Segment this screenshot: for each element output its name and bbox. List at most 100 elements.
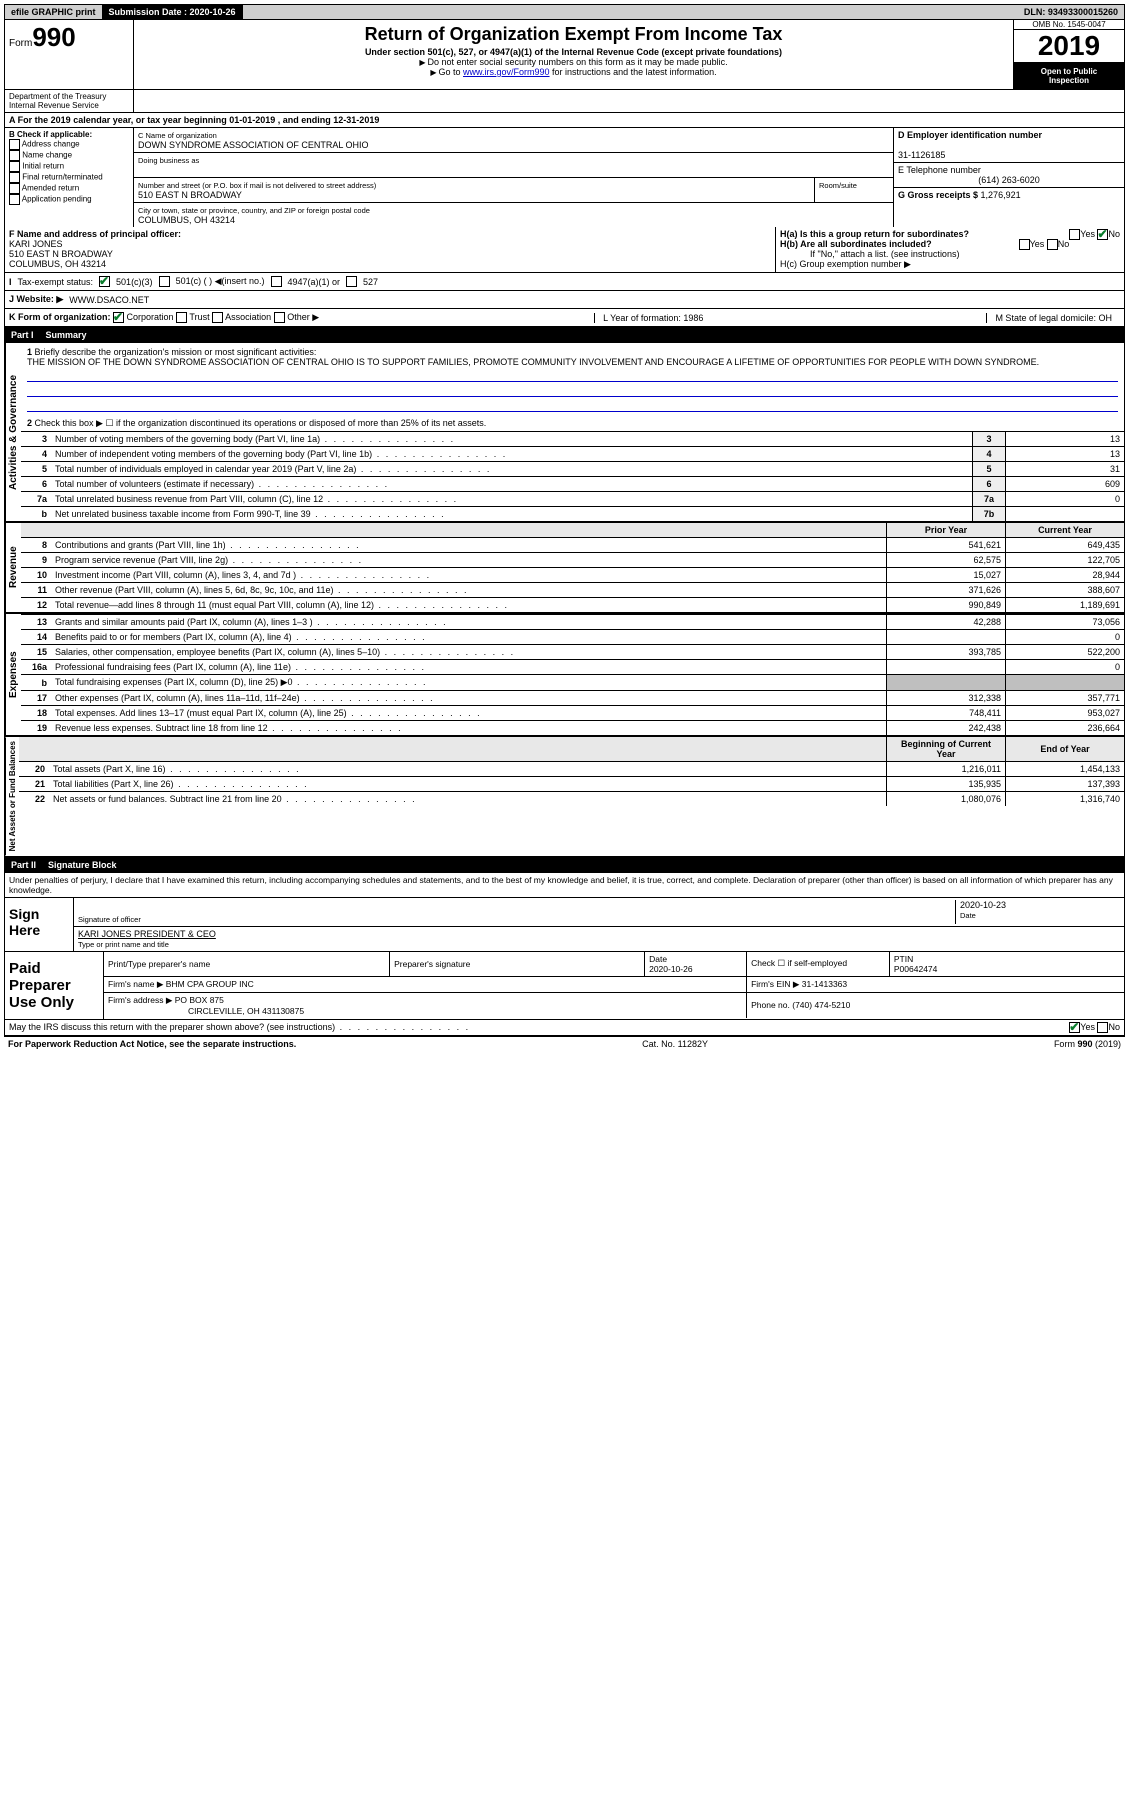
city-label: City or town, state or province, country… xyxy=(138,206,370,215)
revenue-table: Prior Year Current Year 8Contributions a… xyxy=(21,523,1124,612)
sig-date: 2020-10-23 xyxy=(960,900,1006,910)
ein-cell: D Employer identification number 31-1126… xyxy=(894,128,1124,163)
chk-final-return[interactable]: Final return/terminated xyxy=(9,172,129,183)
opt-other: Other ▶ xyxy=(287,312,319,322)
gross-cell: G Gross receipts $ 1,276,921 xyxy=(894,188,1124,202)
chk-initial-return[interactable]: Initial return xyxy=(9,161,129,172)
officer-printed-name: KARI JONES PRESIDENT & CEO xyxy=(78,929,216,939)
prep-sig-hdr: Preparer's signature xyxy=(390,952,645,977)
section-d: D Employer identification number 31-1126… xyxy=(894,128,1124,227)
table-row: 3Number of voting members of the governi… xyxy=(21,432,1124,447)
footer-left: For Paperwork Reduction Act Notice, see … xyxy=(8,1039,296,1049)
city-value: COLUMBUS, OH 43214 xyxy=(138,215,235,225)
table-row: 10Investment income (Part VIII, column (… xyxy=(21,568,1124,583)
omb-number: OMB No. 1545-0047 xyxy=(1014,20,1124,29)
section-b-title: B Check if applicable: xyxy=(9,130,92,139)
hdr-curr: Current Year xyxy=(1006,523,1125,538)
website-value: WWW.DSACO.NET xyxy=(69,295,149,305)
table-row: 12Total revenue—add lines 8 through 11 (… xyxy=(21,598,1124,613)
omb-cell: OMB No. 1545-0047 2019 Open to Public In… xyxy=(1013,20,1124,89)
hb-no[interactable]: No xyxy=(1058,239,1070,249)
table-row: bNet unrelated business taxable income f… xyxy=(21,507,1124,522)
chk-name-change[interactable]: Name change xyxy=(9,150,129,161)
hdr-beginning: Beginning of Current Year xyxy=(887,737,1006,762)
top-bar: efile GRAPHIC print Submission Date : 20… xyxy=(4,4,1125,20)
table-row: 9Program service revenue (Part VIII, lin… xyxy=(21,553,1124,568)
chk-association[interactable] xyxy=(212,312,223,323)
officer-sig-label: Signature of officer xyxy=(78,915,141,924)
chk-trust[interactable] xyxy=(176,312,187,323)
preparer-table: Print/Type preparer's name Preparer's si… xyxy=(104,952,1124,1018)
website-row: J Website: ▶ WWW.DSACO.NET xyxy=(4,291,1125,309)
part1-body: Activities & Governance 1 Briefly descri… xyxy=(4,343,1125,856)
netassets-vert-label: Net Assets or Fund Balances xyxy=(5,737,19,855)
table-row: 16aProfessional fundraising fees (Part I… xyxy=(21,660,1124,675)
section-f: F Name and address of principal officer:… xyxy=(5,227,776,272)
phone-cell: E Telephone number (614) 263-6020 xyxy=(894,163,1124,188)
footer-mid: Cat. No. 11282Y xyxy=(642,1039,708,1049)
officer-sig-cell[interactable]: Signature of officer xyxy=(78,900,955,924)
chk-501c3[interactable] xyxy=(99,276,110,287)
ha-no[interactable]: No xyxy=(1108,229,1120,239)
opt-527: 527 xyxy=(363,277,378,287)
hdr-end: End of Year xyxy=(1006,737,1125,762)
sign-fields: Signature of officer 2020-10-23 Date KAR… xyxy=(74,898,1124,951)
mission-blank-line xyxy=(27,399,1118,412)
form-prefix: Form xyxy=(9,38,32,49)
submission-date-button[interactable]: Submission Date : 2020-10-26 xyxy=(103,5,243,19)
k-label: K Form of organization: xyxy=(9,312,111,322)
section-b: B Check if applicable: Address change Na… xyxy=(5,128,134,227)
officer-sig-line: Signature of officer 2020-10-23 Date xyxy=(74,898,1124,927)
table-row: 22Net assets or fund balances. Subtract … xyxy=(19,792,1124,807)
governance-section: Activities & Governance 1 Briefly descri… xyxy=(5,343,1124,521)
revenue-header-row: Prior Year Current Year xyxy=(21,523,1124,538)
chk-corporation[interactable] xyxy=(113,312,124,323)
line-a: A For the 2019 calendar year, or tax yea… xyxy=(4,113,1125,128)
mission-box: 1 Briefly describe the organization's mi… xyxy=(21,343,1124,416)
hb-yes[interactable]: Yes xyxy=(1030,239,1045,249)
sig-date-cell: 2020-10-23 Date xyxy=(955,900,1120,924)
mission-blank-line xyxy=(27,384,1118,397)
revenue-section: Revenue Prior Year Current Year 8Contrib… xyxy=(5,521,1124,612)
chk-other[interactable] xyxy=(274,312,285,323)
form990-link[interactable]: www.irs.gov/Form990 xyxy=(463,67,550,77)
phone-value: (614) 263-6020 xyxy=(898,175,1120,185)
table-row: 7aTotal unrelated business revenue from … xyxy=(21,492,1124,507)
expenses-vert-label: Expenses xyxy=(5,614,21,735)
part2-header: Part II Signature Block xyxy=(4,857,1125,873)
chk-527[interactable] xyxy=(346,276,357,287)
phone-label: E Telephone number xyxy=(898,165,981,175)
chk-501c[interactable] xyxy=(159,276,170,287)
revenue-vert-label: Revenue xyxy=(5,523,21,612)
form-number: 990 xyxy=(32,22,75,52)
ha-yes[interactable]: Yes xyxy=(1080,229,1095,239)
governance-vert-label: Activities & Governance xyxy=(5,343,21,521)
chk-application-pending[interactable]: Application pending xyxy=(9,194,129,205)
discuss-text: May the IRS discuss this return with the… xyxy=(9,1022,470,1033)
discuss-no-chk[interactable] xyxy=(1097,1022,1108,1033)
room-label: Room/suite xyxy=(819,181,857,190)
table-row: 13Grants and similar amounts paid (Part … xyxy=(21,615,1124,630)
firm-addr-cell: Firm's address ▶ PO BOX 875 CIRCLEVILLE,… xyxy=(104,992,747,1018)
open-to-public: Open to Public Inspection xyxy=(1014,63,1124,89)
preparer-fields: Print/Type preparer's name Preparer's si… xyxy=(104,952,1124,1019)
officer-addr2: COLUMBUS, OH 43214 xyxy=(9,259,106,269)
mission-text: THE MISSION OF THE DOWN SYNDROME ASSOCIA… xyxy=(27,357,1039,367)
table-row: 5Total number of individuals employed in… xyxy=(21,462,1124,477)
chk-address-change[interactable]: Address change xyxy=(9,139,129,150)
footer-right: Form 990 (2019) xyxy=(1054,1039,1121,1049)
discuss-yes-chk[interactable] xyxy=(1069,1022,1080,1033)
inspect-line2: Inspection xyxy=(1049,76,1089,85)
website-label: J Website: ▶ xyxy=(9,294,63,305)
chk-amended[interactable]: Amended return xyxy=(9,183,129,194)
signature-block: Under penalties of perjury, I declare th… xyxy=(4,873,1125,1036)
prep-selfemp-cell[interactable]: Check ☐ if self-employed xyxy=(747,952,890,977)
officer-name-line: KARI JONES PRESIDENT & CEO Type or print… xyxy=(74,927,1124,951)
hb-row: H(b) Are all subordinates included? Yes … xyxy=(780,239,1120,249)
info-grid: B Check if applicable: Address change Na… xyxy=(4,128,1125,227)
discuss-no: No xyxy=(1108,1022,1120,1032)
chk-4947[interactable] xyxy=(271,276,282,287)
table-row: 8Contributions and grants (Part VIII, li… xyxy=(21,538,1124,553)
dept-treasury: Department of the Treasury Internal Reve… xyxy=(5,90,134,112)
section-h: H(a) Is this a group return for subordin… xyxy=(776,227,1124,272)
